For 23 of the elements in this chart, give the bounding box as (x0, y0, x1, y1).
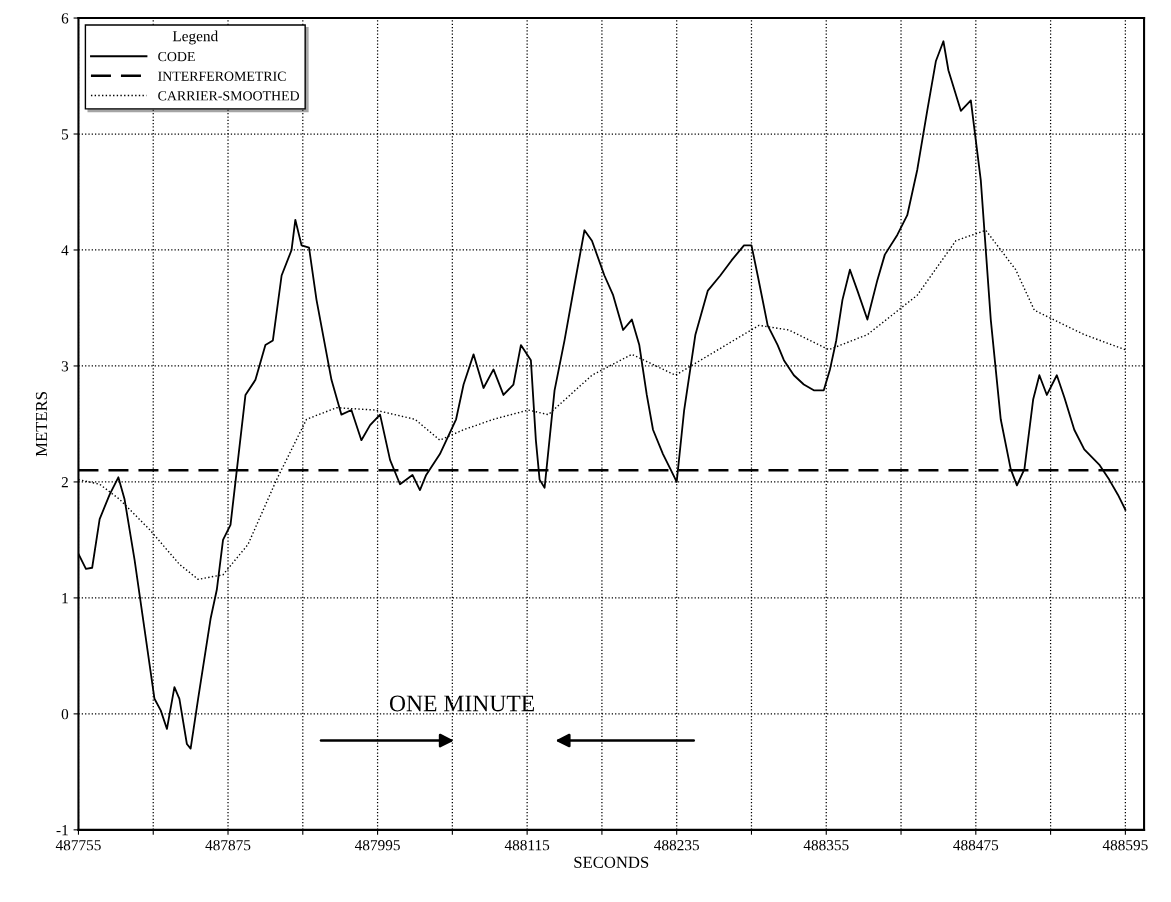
legend-label: INTERFEROMETRIC (158, 71, 286, 81)
y-tick-label: 5 (61, 129, 69, 140)
y-tick-label: 4 (61, 245, 69, 256)
y-tick-label: 3 (61, 361, 69, 372)
x-tick-label: 488235 (654, 840, 700, 851)
y-tick-label: 1 (62, 593, 68, 604)
annotation: ONE MINUTE (389, 695, 535, 712)
x-tick-label: 488595 (1102, 840, 1148, 851)
x-tick-label: 487875 (205, 840, 251, 851)
x-tick-label: 487995 (354, 840, 400, 851)
y-axis-title: METERS (35, 392, 48, 457)
x-tick-label: 487755 (55, 840, 101, 851)
x-tick-label: 488115 (504, 840, 550, 851)
legend-label: CODE (158, 51, 195, 62)
y-tick-label: 6 (61, 13, 69, 24)
x-tick-label: 488475 (953, 840, 999, 851)
x-axis-title: SECONDS (574, 856, 649, 868)
y-tick-label: 2 (61, 477, 68, 488)
y-tick-label: -1 (56, 825, 68, 836)
legend-label: CARRIER-SMOOTHED (158, 91, 300, 101)
legend-title: Legend (172, 30, 218, 45)
x-tick-label: 488355 (803, 840, 849, 851)
y-tick-label: 0 (61, 709, 69, 720)
